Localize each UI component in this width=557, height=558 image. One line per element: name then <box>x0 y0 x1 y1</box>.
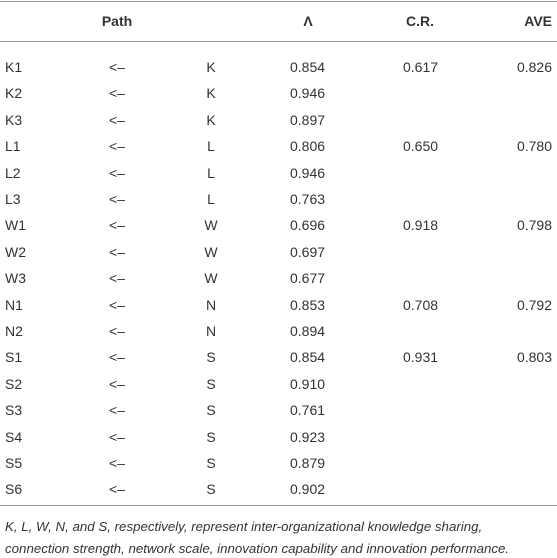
item-cell: S6 <box>5 481 23 498</box>
item-cell: L2 <box>5 164 21 181</box>
arrow-cell: <– <box>109 323 125 339</box>
lambda-cell: 0.697 <box>290 243 326 260</box>
header-rule <box>0 41 557 42</box>
factor-cell: L <box>207 164 215 181</box>
footnote: connection strength, network scale, inno… <box>5 541 510 556</box>
lambda-cell: 0.894 <box>290 323 326 339</box>
ave-cell: 0.803 <box>516 349 552 366</box>
item-cell: W1 <box>5 217 26 234</box>
arrow-cell: <– <box>109 111 125 128</box>
arrow-cell: <– <box>109 296 125 313</box>
arrow-cell: <– <box>109 191 125 207</box>
arrow-cell: <– <box>109 85 125 102</box>
arrow-cell: <– <box>109 243 125 260</box>
header-cell: Λ <box>303 13 313 29</box>
item-cell: S2 <box>5 375 23 392</box>
item-cell: S1 <box>5 349 23 366</box>
lambda-cell: 0.854 <box>290 59 326 75</box>
arrow-cell: <– <box>109 349 125 366</box>
ave-cell: 0.792 <box>516 296 552 313</box>
cr-cell: 0.708 <box>403 296 439 313</box>
arrow-cell: <– <box>109 59 125 75</box>
factor-cell: L <box>207 191 215 207</box>
item-cell: W2 <box>5 243 26 260</box>
lambda-cell: 0.677 <box>290 270 326 287</box>
arrow-cell: <– <box>109 481 125 498</box>
cr-cell: 0.918 <box>403 217 439 234</box>
lambda-cell: 0.923 <box>290 428 326 445</box>
lambda-cell: 0.763 <box>290 191 326 207</box>
arrow-cell: <– <box>109 402 125 419</box>
arrow-cell: <– <box>109 164 125 181</box>
item-cell: L1 <box>5 138 21 155</box>
lambda-cell: 0.910 <box>290 375 326 392</box>
item-cell: K1 <box>5 59 23 75</box>
header-cell: AVE <box>524 13 552 29</box>
header-cell: Path <box>101 13 133 29</box>
item-cell: S4 <box>5 428 23 445</box>
factor-cell: S <box>206 455 216 471</box>
lambda-cell: 0.897 <box>290 111 326 128</box>
cr-cell: 0.650 <box>403 138 439 155</box>
factor-cell: N <box>205 296 217 313</box>
lambda-cell: 0.854 <box>290 349 326 366</box>
item-cell: S5 <box>5 455 23 471</box>
ave-cell: 0.780 <box>516 138 552 155</box>
arrow-cell: <– <box>109 270 125 287</box>
item-cell: S3 <box>5 402 23 419</box>
lambda-cell: 0.946 <box>290 85 326 102</box>
bottom-rule <box>0 505 557 506</box>
lambda-cell: 0.761 <box>290 402 326 419</box>
lambda-cell: 0.879 <box>290 455 326 471</box>
factor-cell: S <box>206 349 216 366</box>
footnote: K, L, W, N, and S, respectively, represe… <box>5 519 483 534</box>
arrow-cell: <– <box>109 428 125 445</box>
factor-cell: W <box>204 217 218 234</box>
top-rule <box>0 1 557 2</box>
factor-cell: S <box>206 402 216 419</box>
cr-cell: 0.931 <box>403 349 439 366</box>
factor-cell: W <box>204 270 218 287</box>
item-cell: L3 <box>5 191 21 207</box>
factor-cell: S <box>206 481 216 498</box>
lambda-cell: 0.696 <box>290 217 326 234</box>
lambda-cell: 0.853 <box>290 296 326 313</box>
item-cell: N1 <box>5 296 23 313</box>
factor-cell: L <box>207 138 215 155</box>
item-cell: K2 <box>5 85 23 102</box>
factor-cell: S <box>206 375 216 392</box>
ave-cell: 0.826 <box>516 59 552 75</box>
factor-cell: K <box>206 85 216 102</box>
ave-cell: 0.798 <box>516 217 552 234</box>
factor-cell: W <box>204 243 218 260</box>
factor-cell: N <box>205 323 217 339</box>
arrow-cell: <– <box>109 138 125 155</box>
item-cell: W3 <box>5 270 26 287</box>
factor-cell: K <box>206 111 216 128</box>
arrow-cell: <– <box>109 217 125 234</box>
lambda-cell: 0.946 <box>290 164 326 181</box>
cr-cell: 0.617 <box>403 59 439 75</box>
arrow-cell: <– <box>109 455 125 471</box>
header-cell: C.R. <box>406 13 434 29</box>
lambda-cell: 0.902 <box>290 481 326 498</box>
factor-cell: K <box>206 59 216 75</box>
item-cell: K3 <box>5 111 23 128</box>
lambda-cell: 0.806 <box>290 138 326 155</box>
arrow-cell: <– <box>109 375 125 392</box>
item-cell: N2 <box>5 323 23 339</box>
factor-cell: S <box>206 428 216 445</box>
